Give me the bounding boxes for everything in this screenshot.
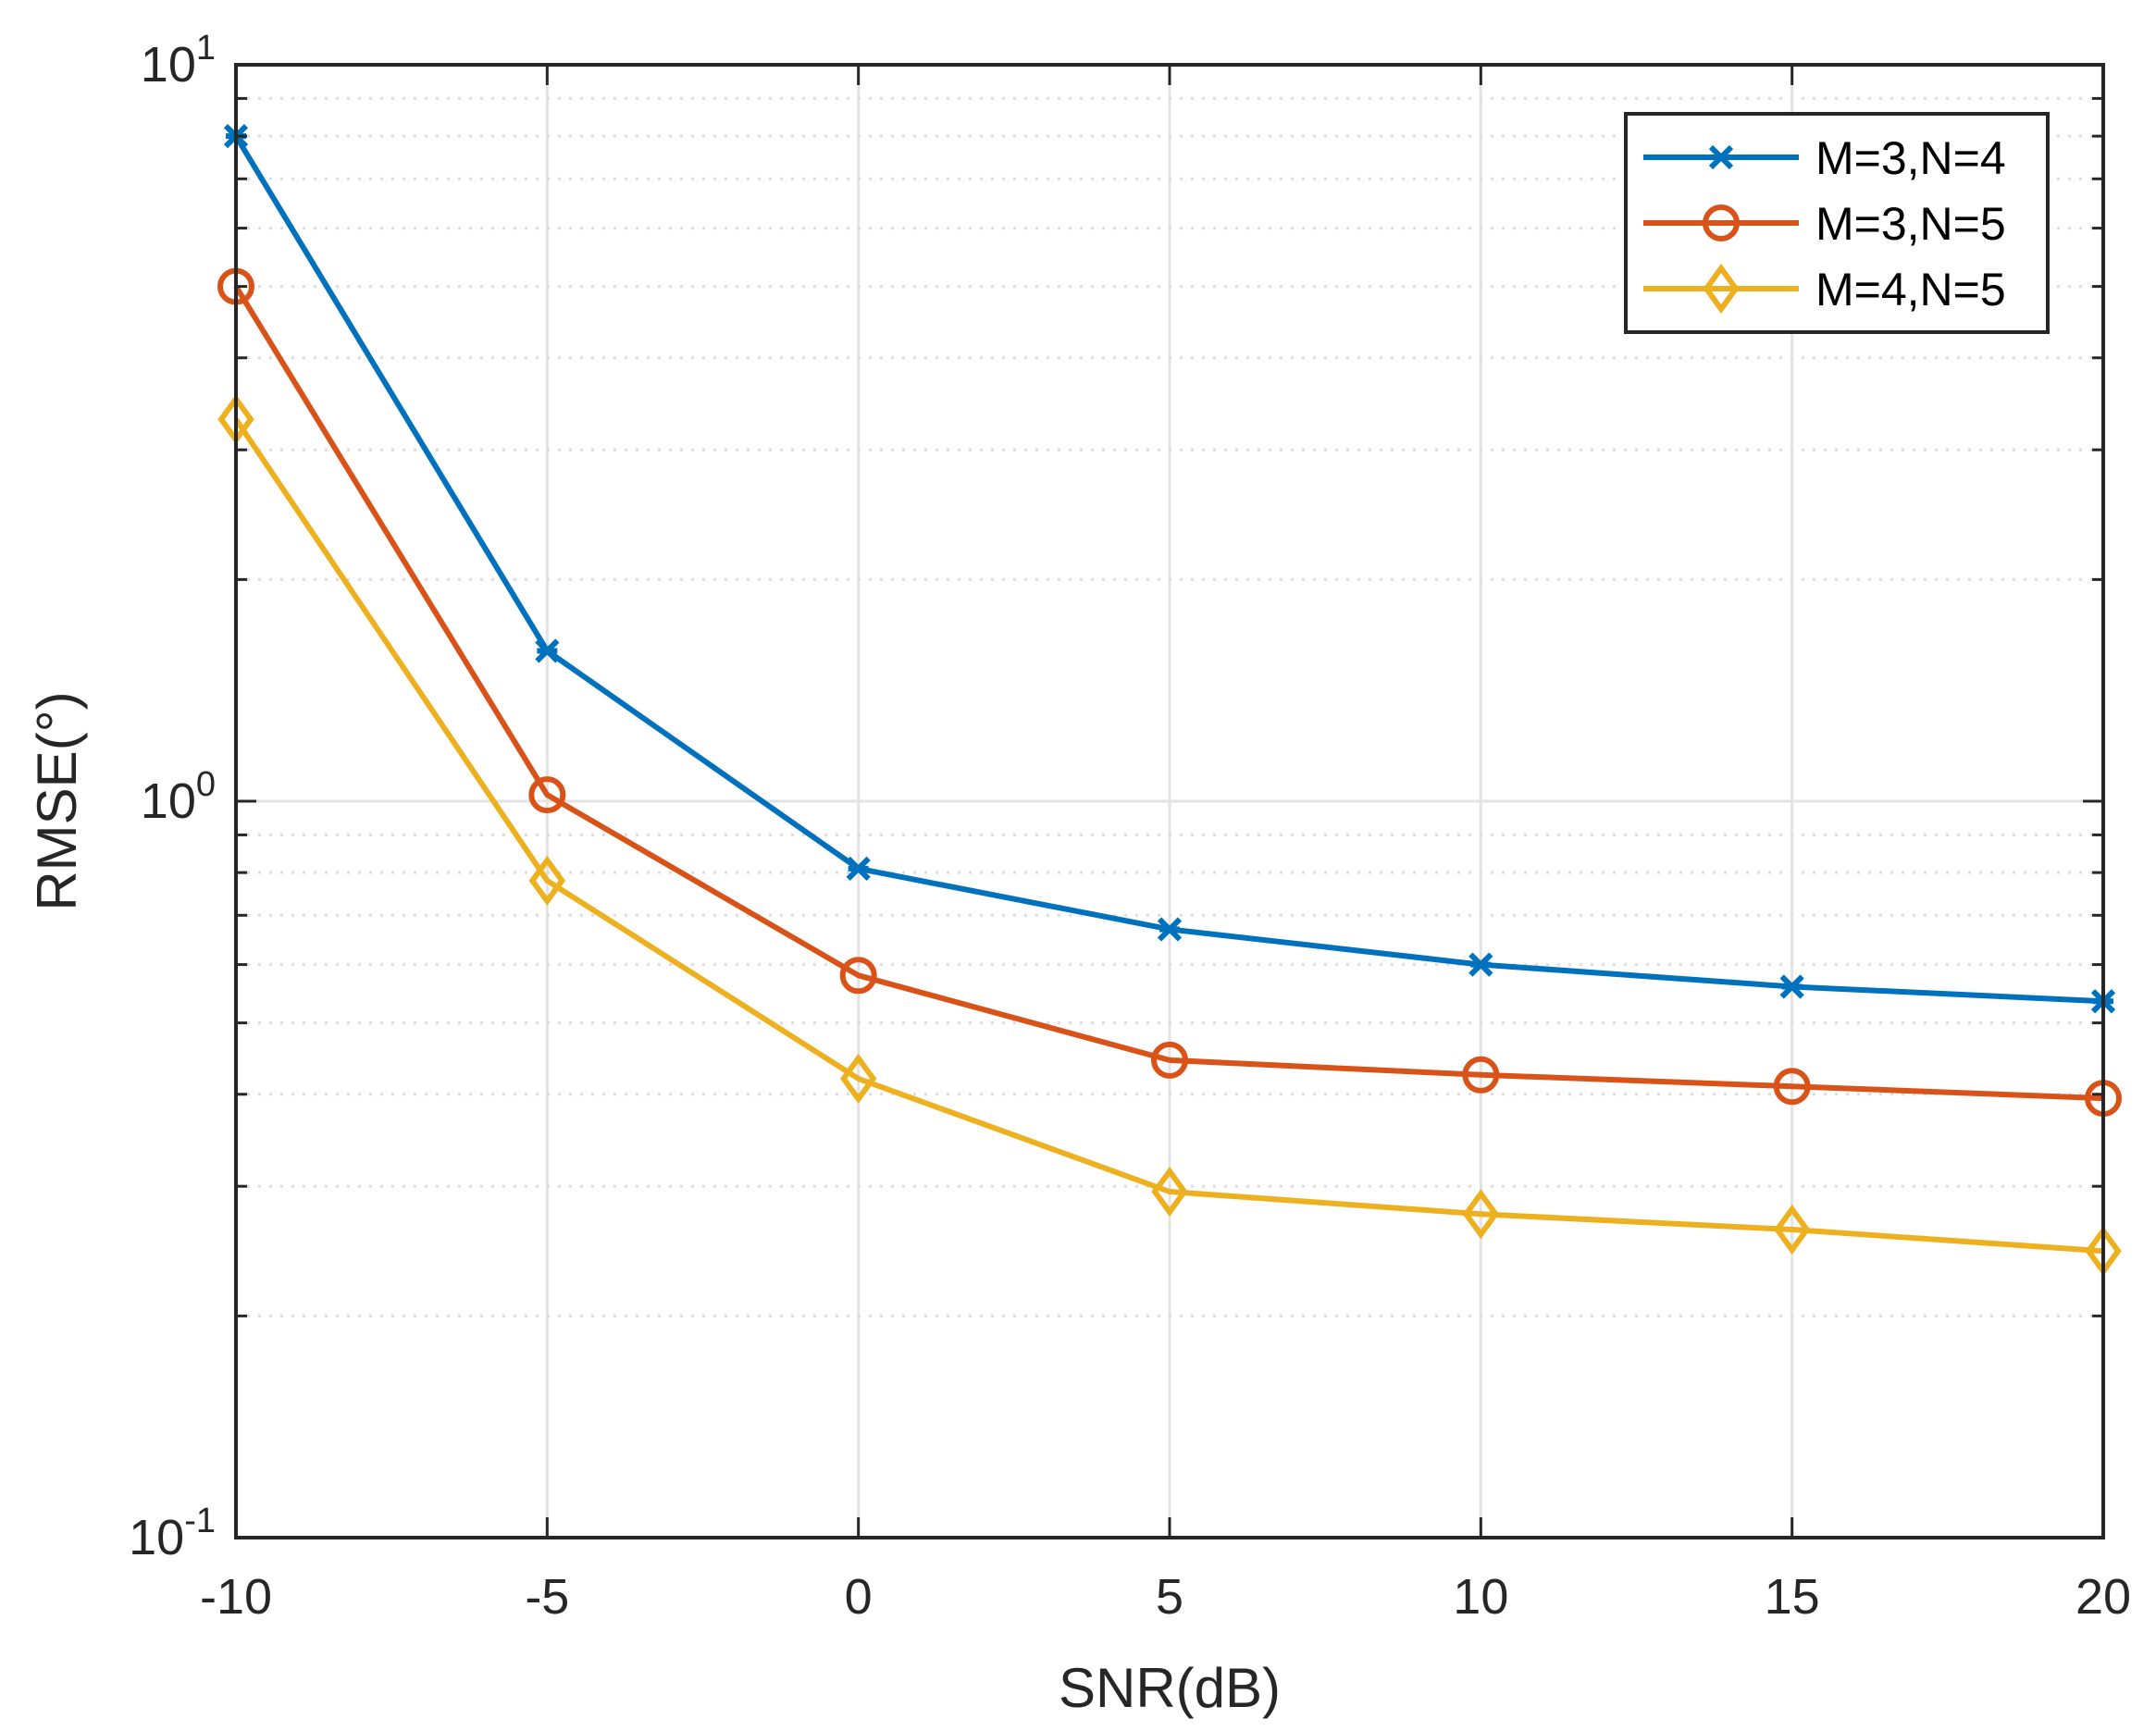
axis-ticks [234, 65, 2105, 1539]
x-tick-label: 20 [2075, 1569, 2131, 1625]
series-line [233, 285, 2104, 1102]
data-point [535, 638, 560, 663]
y-tick-label: 100 [141, 765, 216, 829]
legend-marker [1703, 263, 1740, 315]
legend-marker [1703, 204, 1740, 241]
legend: M=3,N=4 M=3,N=5 M=4,N=5 [1624, 112, 2050, 334]
data-point [528, 855, 566, 906]
data-point [1462, 1189, 1500, 1240]
legend-item: M=4,N=5 [1643, 263, 2006, 315]
data-point [839, 957, 877, 995]
series-line [233, 417, 2104, 1255]
legend-label: M=3,N=4 [1815, 132, 2006, 184]
data-point [1779, 974, 1804, 999]
x-tick-label: 0 [845, 1569, 873, 1625]
y-tick-label: 10-1 [129, 1502, 216, 1565]
data-point [1773, 1204, 1811, 1255]
y-axis-title: RMSE(°) [26, 691, 88, 910]
legend-marker [1708, 144, 1734, 170]
x-tick-label: 15 [1765, 1569, 1820, 1625]
series-layer [217, 124, 2122, 1277]
legend-item: M=3,N=5 [1643, 198, 2006, 250]
x-axis-title: SNR(dB) [1059, 1657, 1281, 1719]
data-point [1462, 1056, 1500, 1094]
data-point [1151, 1166, 1188, 1218]
x-tick-label: 10 [1453, 1569, 1508, 1625]
data-point [528, 776, 566, 814]
x-tick-label: -10 [200, 1569, 272, 1625]
x-tick-label: -5 [525, 1569, 569, 1625]
y-tick-label: 101 [141, 29, 216, 93]
series-2 [217, 267, 2122, 1118]
data-point [839, 1053, 877, 1104]
data-point [846, 856, 871, 881]
legend-label: M=4,N=5 [1815, 264, 2006, 315]
y-tick-labels: 10-1 100 101 [129, 29, 216, 1565]
x-tick-label: 5 [1156, 1569, 1183, 1625]
data-point [1468, 952, 1493, 977]
data-point [1773, 1068, 1811, 1106]
legend-item: M=3,N=4 [1643, 132, 2006, 184]
data-point [1151, 1041, 1188, 1079]
x-tick-labels: -10 -5 0 5 10 15 20 [200, 1569, 2131, 1625]
data-point [1157, 917, 1183, 942]
legend-label: M=3,N=5 [1815, 198, 2006, 250]
